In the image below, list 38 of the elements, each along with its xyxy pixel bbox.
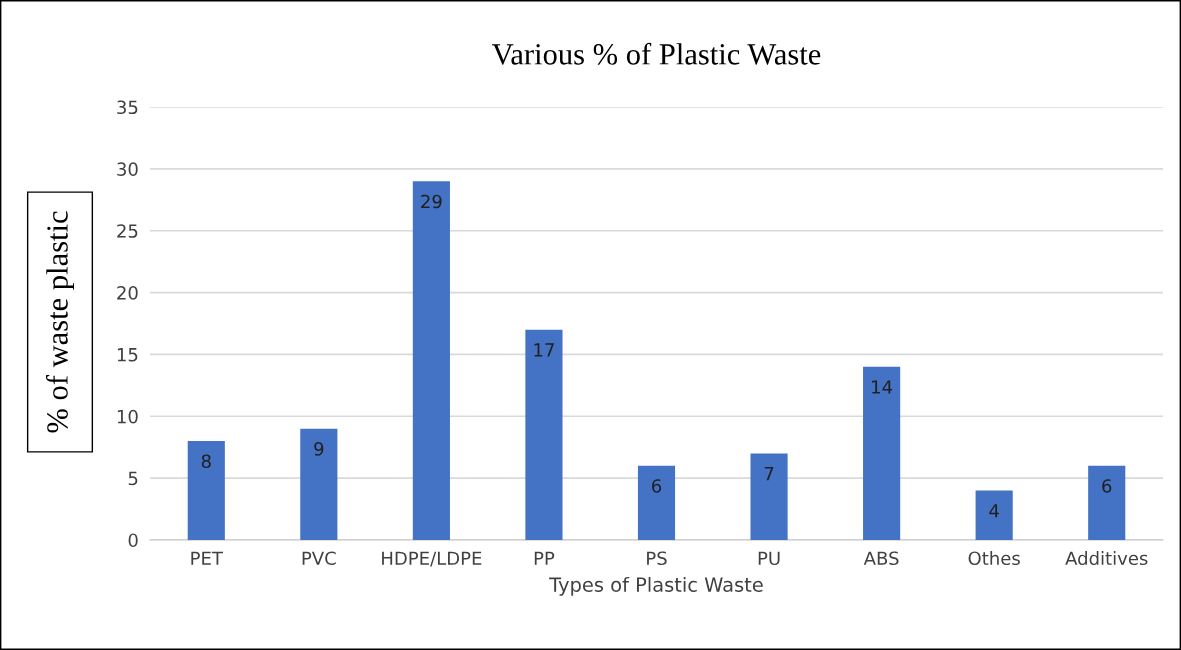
x-tick-label: Additives [1065, 551, 1148, 566]
bar [187, 441, 225, 540]
y-tick-label: 10 [117, 409, 138, 424]
data-label: 17 [534, 343, 554, 357]
x-tick-label: PET [191, 551, 223, 565]
y-tick-label: 15 [117, 348, 138, 362]
data-label: 9 [314, 442, 324, 456]
y-tick-label: 30 [117, 162, 138, 176]
bar [637, 465, 676, 540]
bar [300, 428, 338, 540]
y-axis-title: % of waste plastic [45, 211, 75, 433]
bar [863, 366, 901, 540]
data-label: 4 [989, 504, 999, 518]
data-label: 8 [201, 454, 211, 469]
data-label: 7 [764, 467, 774, 481]
bar [750, 453, 788, 540]
data-label: 6 [1102, 479, 1112, 493]
y-tick-label: 35 [117, 100, 138, 115]
bar [525, 329, 563, 540]
y-tick-label: 5 [128, 471, 138, 486]
x-tick-label: PU [758, 551, 780, 566]
x-tick-label: PS [647, 551, 667, 566]
x-tick-label: PVC [302, 551, 336, 566]
bar [412, 181, 450, 540]
chart-title: Various % of Plastic Waste [492, 42, 821, 65]
x-tick-label: PP [534, 551, 555, 565]
bar [1088, 465, 1126, 540]
data-label: 14 [872, 380, 893, 394]
x-tick-label: HDPE/LDPE [382, 551, 482, 567]
data-label: 29 [421, 194, 442, 209]
y-tick-label: 20 [117, 286, 138, 300]
data-label: 6 [652, 479, 662, 493]
bar [975, 490, 1013, 540]
x-axis-title: Types of Plastic Waste [549, 576, 763, 596]
y-tick-label: 0 [128, 533, 138, 548]
x-tick-label: Othes [968, 551, 1020, 566]
y-tick-label: 25 [117, 224, 138, 238]
x-tick-label: ABS [863, 551, 899, 566]
